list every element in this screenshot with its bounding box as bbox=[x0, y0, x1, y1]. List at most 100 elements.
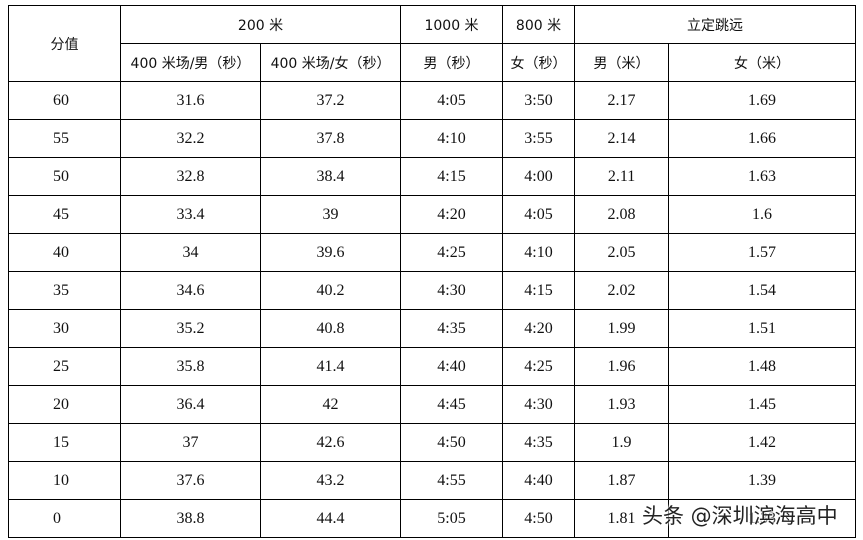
table-body: 60 31.6 37.2 4:05 3:50 2.17 1.69 55 32.2 37.8 4:10… bbox=[8, 81, 857, 538]
table-cell: 4:50 bbox=[502, 499, 576, 538]
table-cell: 1.42 bbox=[668, 423, 857, 462]
table-row: 45 33.4 39 4:20 4:05 2.08 1.6 bbox=[8, 195, 857, 234]
table-cell: 40.8 bbox=[259, 309, 402, 348]
table-cell: 3:55 bbox=[502, 119, 576, 158]
header-cell: 分值 bbox=[8, 5, 121, 82]
table-row: 30 35.2 40.8 4:35 4:20 1.99 1.51 bbox=[8, 309, 857, 348]
table-cell: 4:10 bbox=[400, 119, 504, 158]
table-cell: 4:35 bbox=[400, 309, 504, 348]
score-table: 分值 200 米 1000 米 800 米 立定跳远 400 米场/男（秒） 40… bbox=[8, 5, 857, 538]
header-row: 400 米场/男（秒） 400 米场/女（秒） 男（秒） 女（秒） 男（米） 女（米） bbox=[9, 43, 857, 82]
table-cell: 4:25 bbox=[400, 233, 504, 272]
table-cell: 2.11 bbox=[574, 157, 670, 196]
table-cell: 55 bbox=[8, 119, 121, 158]
table-row: 0 38.8 44.4 5:05 4:50 1.81 1.33 bbox=[8, 499, 857, 538]
table-cell: 1.45 bbox=[668, 385, 857, 424]
table-cell: 4:10 bbox=[502, 233, 576, 272]
table-cell: 41.4 bbox=[259, 347, 402, 386]
table-row: 50 32.8 38.4 4:15 4:00 2.11 1.63 bbox=[8, 157, 857, 196]
table-cell: 4:40 bbox=[502, 461, 576, 500]
header-cell: 女（米） bbox=[668, 43, 857, 82]
table-cell: 32.2 bbox=[120, 119, 261, 158]
table-cell: 1.69 bbox=[668, 81, 857, 120]
table-row: 40 34 39.6 4:25 4:10 2.05 1.57 bbox=[8, 233, 857, 272]
table-cell: 1.96 bbox=[574, 347, 670, 386]
table-cell: 2.17 bbox=[574, 81, 670, 120]
table-cell: 4:25 bbox=[502, 347, 576, 386]
header-cell: 400 米场/男（秒） bbox=[120, 43, 261, 82]
table-cell: 20 bbox=[8, 385, 121, 424]
table-cell: 4:40 bbox=[400, 347, 504, 386]
table-row: 60 31.6 37.2 4:05 3:50 2.17 1.69 bbox=[8, 81, 857, 120]
table-cell: 25 bbox=[8, 347, 121, 386]
table-row: 10 37.6 43.2 4:55 4:40 1.87 1.39 bbox=[8, 461, 857, 500]
table-cell: 32.8 bbox=[120, 157, 261, 196]
table-row: 15 37 42.6 4:50 4:35 1.9 1.42 bbox=[8, 423, 857, 462]
table-cell: 42 bbox=[259, 385, 402, 424]
table-row: 20 36.4 42 4:45 4:30 1.93 1.45 bbox=[8, 385, 857, 424]
table-row: 55 32.2 37.8 4:10 3:55 2.14 1.66 bbox=[8, 119, 857, 158]
table-cell: 1.63 bbox=[668, 157, 857, 196]
table-cell: 40 bbox=[8, 233, 121, 272]
table-cell: 4:15 bbox=[400, 157, 504, 196]
table-cell: 44.4 bbox=[259, 499, 402, 538]
table-cell: 1.33 bbox=[668, 499, 857, 538]
table-cell: 33.4 bbox=[120, 195, 261, 234]
header-cell: 800 米 bbox=[502, 5, 576, 44]
table-cell: 1.9 bbox=[574, 423, 670, 462]
table-cell: 1.51 bbox=[668, 309, 857, 348]
table-cell: 36.4 bbox=[120, 385, 261, 424]
table-cell: 37.2 bbox=[259, 81, 402, 120]
table-cell: 4:05 bbox=[502, 195, 576, 234]
table-cell: 2.02 bbox=[574, 271, 670, 310]
table-cell: 37.6 bbox=[120, 461, 261, 500]
table-cell: 31.6 bbox=[120, 81, 261, 120]
table-cell: 35 bbox=[8, 271, 121, 310]
header-cell: 男（秒） bbox=[400, 43, 504, 82]
table-cell: 0 bbox=[8, 499, 121, 538]
table-cell: 4:20 bbox=[400, 195, 504, 234]
table-cell: 4:55 bbox=[400, 461, 504, 500]
header-cell: 立定跳远 bbox=[574, 5, 857, 44]
table-cell: 15 bbox=[8, 423, 121, 462]
table-cell: 4:35 bbox=[502, 423, 576, 462]
table-row: 35 34.6 40.2 4:30 4:15 2.02 1.54 bbox=[8, 271, 857, 310]
table-cell: 1.39 bbox=[668, 461, 857, 500]
table-cell: 30 bbox=[8, 309, 121, 348]
table-cell: 60 bbox=[8, 81, 121, 120]
table-cell: 4:30 bbox=[400, 271, 504, 310]
table-cell: 50 bbox=[8, 157, 121, 196]
table-cell: 1.99 bbox=[574, 309, 670, 348]
table-cell: 1.48 bbox=[668, 347, 857, 386]
table-cell: 35.8 bbox=[120, 347, 261, 386]
table-cell: 34.6 bbox=[120, 271, 261, 310]
table-cell: 4:15 bbox=[502, 271, 576, 310]
table-cell: 38.4 bbox=[259, 157, 402, 196]
watermark: 头条 @深圳滨海高中 bbox=[642, 504, 838, 528]
table-cell: 35.2 bbox=[120, 309, 261, 348]
table-cell: 4:00 bbox=[502, 157, 576, 196]
header-cell: 男（米） bbox=[574, 43, 670, 82]
table-cell: 1.57 bbox=[668, 233, 857, 272]
table-cell: 2.14 bbox=[574, 119, 670, 158]
table-cell: 1.66 bbox=[668, 119, 857, 158]
header-cell: 200 米 bbox=[119, 5, 402, 44]
table-cell: 42.6 bbox=[259, 423, 402, 462]
table-cell: 1.93 bbox=[574, 385, 670, 424]
table-cell: 1.54 bbox=[668, 271, 857, 310]
table-cell: 3:50 bbox=[502, 81, 576, 120]
table-cell: 39.6 bbox=[259, 233, 402, 272]
table-cell: 10 bbox=[8, 461, 121, 500]
table-cell: 2.08 bbox=[574, 195, 670, 234]
table-cell: 39 bbox=[259, 195, 402, 234]
header-cell: 1000 米 bbox=[400, 5, 504, 44]
table-cell: 5:05 bbox=[400, 499, 504, 538]
table-cell: 38.8 bbox=[120, 499, 261, 538]
table-cell: 43.2 bbox=[259, 461, 402, 500]
table-cell: 4:45 bbox=[400, 385, 504, 424]
table-cell: 37 bbox=[120, 423, 261, 462]
table-cell: 34 bbox=[120, 233, 261, 272]
table-cell: 4:05 bbox=[400, 81, 504, 120]
table-row: 25 35.8 41.4 4:40 4:25 1.96 1.48 bbox=[8, 347, 857, 386]
